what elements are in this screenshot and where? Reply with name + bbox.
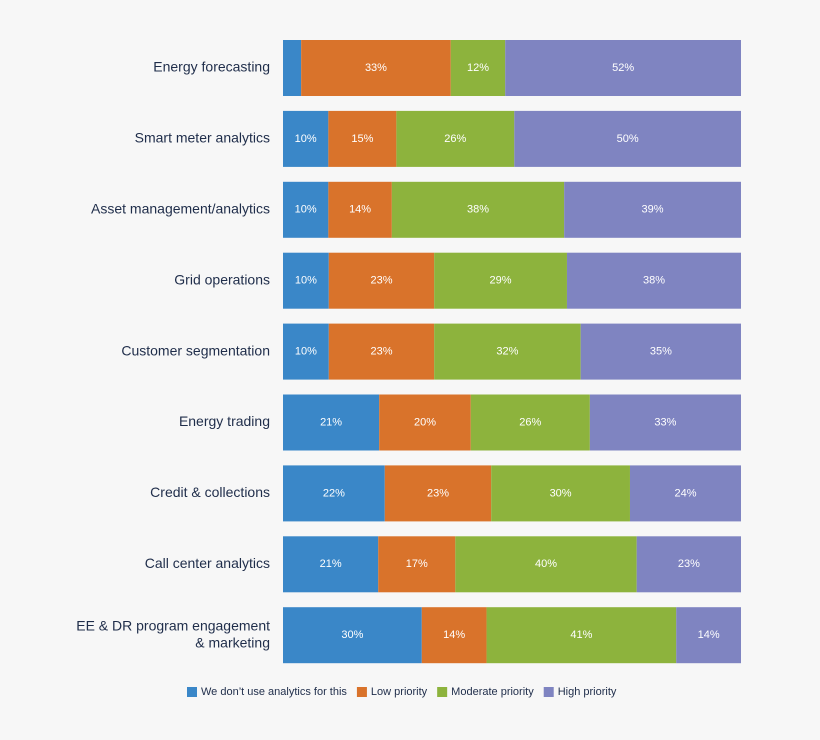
legend-item-label: We don’t use analytics for this xyxy=(201,686,347,698)
data-label: 41% xyxy=(570,629,592,641)
bar-segment xyxy=(566,252,741,309)
bar-segment xyxy=(283,607,422,664)
data-label: 23% xyxy=(370,346,392,358)
data-label: 35% xyxy=(650,346,672,358)
data-label: 38% xyxy=(643,275,665,287)
data-label: 52% xyxy=(612,62,634,74)
category-label: Call center analytics xyxy=(145,555,270,571)
category-label: EE & DR program engagement xyxy=(76,617,270,633)
bar-segment xyxy=(384,465,492,522)
bar-segment xyxy=(379,394,471,451)
bar-segment xyxy=(491,465,630,522)
data-label: 30% xyxy=(550,487,572,499)
bar-segment xyxy=(283,323,329,380)
bar-segment xyxy=(283,465,385,522)
bar-segment xyxy=(328,252,435,309)
data-label: 14% xyxy=(443,629,465,641)
bar-segment xyxy=(580,323,741,380)
bars-layer xyxy=(283,40,741,664)
data-label: 38% xyxy=(467,204,489,216)
bar-segment xyxy=(450,40,506,96)
data-label: 23% xyxy=(370,275,392,287)
legend-item-label: Low priority xyxy=(371,686,428,698)
bar-segment xyxy=(470,394,590,451)
bar-segment xyxy=(283,181,329,238)
bar-segment xyxy=(328,110,397,167)
data-label: 26% xyxy=(444,133,466,145)
bar-segment xyxy=(434,252,567,309)
bar-segment xyxy=(391,181,565,238)
bar-segment xyxy=(514,110,741,167)
legend-swatch xyxy=(356,687,367,697)
category-label: Grid operations xyxy=(174,271,270,287)
legend-item-label: High priority xyxy=(558,686,617,698)
category-label: Smart meter analytics xyxy=(135,130,270,146)
bar-segment xyxy=(378,536,456,593)
data-label: 32% xyxy=(496,346,518,358)
data-label: 17% xyxy=(406,558,428,570)
data-label: 40% xyxy=(535,558,557,570)
data-label: 14% xyxy=(698,629,720,641)
data-label: 15% xyxy=(351,133,373,145)
legend-swatch xyxy=(187,687,197,697)
data-label: 20% xyxy=(414,416,436,428)
legend-swatch xyxy=(437,687,448,697)
data-label: 10% xyxy=(295,346,317,358)
data-label: 10% xyxy=(295,133,317,145)
data-label: 29% xyxy=(490,275,512,287)
legend-item-label: Moderate priority xyxy=(451,686,534,698)
legend-swatch xyxy=(543,687,554,697)
labels-layer: Energy forecasting 33% 12% 52% Smart meter a… xyxy=(76,59,720,651)
bar-segment xyxy=(301,40,451,96)
category-label: Energy forecasting xyxy=(153,59,270,75)
bar-segment xyxy=(283,394,380,451)
data-label: 10% xyxy=(295,275,317,287)
data-label: 10% xyxy=(295,204,317,216)
bar-segment xyxy=(396,110,515,167)
data-label: 50% xyxy=(617,133,639,145)
data-label: 14% xyxy=(349,204,371,216)
data-label: 30% xyxy=(341,629,363,641)
data-label: 26% xyxy=(519,416,541,428)
data-label: 24% xyxy=(674,487,696,499)
bar-segment xyxy=(636,536,741,593)
category-label: Energy trading xyxy=(179,413,270,429)
category-label: Asset management/analytics xyxy=(91,201,270,217)
data-label: 39% xyxy=(642,204,664,216)
bar-segment xyxy=(328,181,392,238)
bar-segment xyxy=(486,607,677,664)
bar-segment xyxy=(421,607,487,664)
data-label: 33% xyxy=(365,62,387,74)
data-label: 22% xyxy=(323,487,345,499)
data-label: 21% xyxy=(320,416,342,428)
bar-segment xyxy=(505,40,741,96)
legend: We don’t use analytics for this Low prior… xyxy=(187,686,617,698)
bar-segment xyxy=(328,323,435,380)
bar-segment xyxy=(589,394,741,451)
data-label: 23% xyxy=(678,558,700,570)
category-label: Credit & collections xyxy=(150,484,270,500)
bar-segment xyxy=(283,40,302,96)
data-label: 23% xyxy=(427,487,449,499)
bar-segment xyxy=(455,536,637,593)
bar-segment xyxy=(283,536,379,593)
bar-segment xyxy=(283,110,329,167)
bar-segment xyxy=(629,465,741,522)
data-label: 21% xyxy=(320,558,342,570)
bar-segment xyxy=(434,323,581,380)
category-label: & marketing xyxy=(195,634,270,650)
category-label: Customer segmentation xyxy=(121,342,270,358)
bar-segment xyxy=(564,181,741,238)
bar-segment xyxy=(283,252,329,309)
data-label: 12% xyxy=(467,62,489,74)
bar-segment xyxy=(676,607,741,664)
data-label: 33% xyxy=(654,416,676,428)
